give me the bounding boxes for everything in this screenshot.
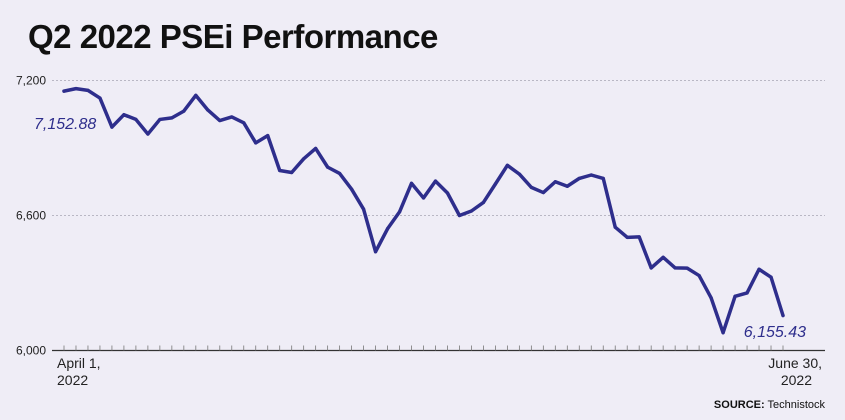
data-point <box>637 235 641 239</box>
source-credit: SOURCE: Technistock <box>714 399 825 411</box>
data-point <box>709 296 713 300</box>
data-point <box>302 157 306 161</box>
data-point <box>673 266 677 270</box>
data-point <box>230 115 234 119</box>
data-point <box>745 291 749 295</box>
data-point <box>86 88 90 92</box>
data-point <box>194 93 198 97</box>
data-point <box>517 172 521 176</box>
data-point <box>218 118 222 123</box>
data-point <box>98 96 102 100</box>
data-point <box>373 250 378 254</box>
data-point <box>541 190 545 195</box>
data-point <box>409 181 414 185</box>
data-point <box>182 109 186 113</box>
data-point <box>781 313 785 318</box>
data-point <box>314 146 318 151</box>
data-point <box>469 209 474 213</box>
data-point <box>421 196 426 200</box>
psei-series-line <box>62 86 785 335</box>
data-point <box>134 117 138 122</box>
data-point <box>242 121 246 125</box>
source-label: SOURCE: <box>713 399 765 411</box>
data-point <box>769 275 773 279</box>
data-point <box>385 227 390 231</box>
chart-title: Q2 2022 PSEi Performance <box>28 18 438 55</box>
data-point <box>613 225 617 229</box>
data-point <box>493 182 497 186</box>
end-value-label: 6,155.43 <box>744 324 806 341</box>
data-point <box>589 173 593 177</box>
data-point <box>625 235 629 239</box>
x-start-label-line1: April 1, <box>57 355 101 371</box>
x-end-label-line1: June 30, <box>768 355 822 371</box>
data-point <box>733 294 737 298</box>
data-point <box>62 89 66 93</box>
data-point <box>122 113 126 117</box>
data-point <box>649 266 653 270</box>
data-point <box>661 255 665 259</box>
y-tick-label: 6,600 <box>16 209 46 223</box>
data-point <box>278 168 282 173</box>
data-point <box>338 171 342 176</box>
data-points <box>62 87 785 335</box>
data-point <box>350 187 354 191</box>
data-point <box>529 185 533 189</box>
data-point <box>170 116 174 120</box>
data-point <box>565 184 569 188</box>
data-point <box>757 267 761 271</box>
data-point <box>685 266 689 270</box>
data-point <box>481 200 486 205</box>
data-point <box>457 213 462 218</box>
start-value-label: 7,152.88 <box>34 116 96 133</box>
data-point <box>254 141 258 145</box>
data-point <box>553 180 557 184</box>
data-point <box>110 125 114 129</box>
data-point <box>361 207 366 211</box>
data-point <box>577 176 581 180</box>
data-point <box>697 273 701 278</box>
grid-layer <box>52 80 825 352</box>
y-axis-labels: 6,000 6,600 7,200 <box>16 74 46 358</box>
source-name: Technistock <box>767 399 825 411</box>
x-start-label-line2: 2022 <box>57 372 88 388</box>
data-point <box>721 331 725 335</box>
y-tick-label: 7,200 <box>16 74 46 88</box>
data-point <box>206 108 210 112</box>
data-point <box>158 117 162 122</box>
data-point <box>397 210 402 214</box>
data-point <box>433 179 438 183</box>
data-point <box>266 134 270 138</box>
data-point <box>146 132 150 136</box>
data-point <box>445 191 450 195</box>
data-point <box>601 176 605 180</box>
data-point <box>326 165 330 169</box>
x-minor-ticks <box>63 345 784 351</box>
data-point <box>74 87 78 91</box>
data-point <box>290 170 294 175</box>
y-tick-label: 6,000 <box>16 344 46 358</box>
x-end-label-line2: 2022 <box>781 372 812 388</box>
data-point <box>505 163 509 167</box>
